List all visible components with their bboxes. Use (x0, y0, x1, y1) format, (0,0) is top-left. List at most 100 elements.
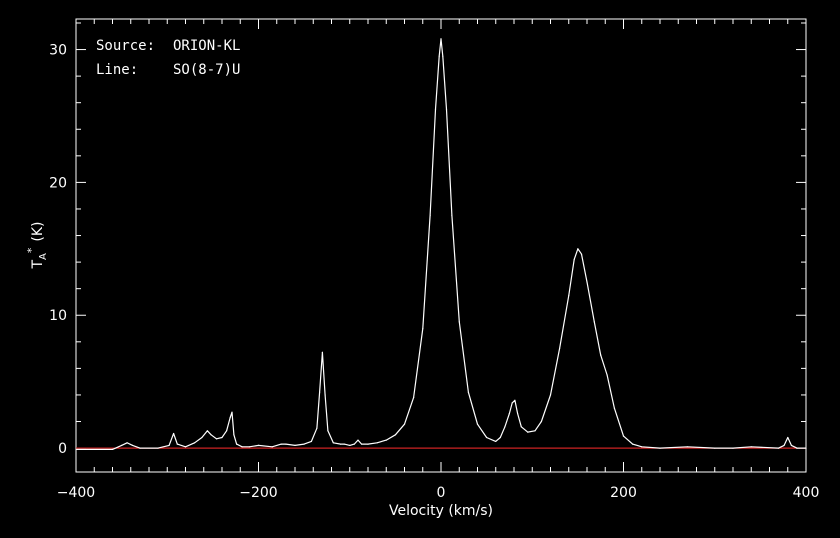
spectrum-point (559, 347, 561, 350)
spectrum-point (580, 253, 583, 255)
spectrum-point (327, 430, 329, 432)
spectrum-point (349, 444, 351, 446)
spectrum-point (376, 442, 378, 444)
spectrum-point (593, 321, 595, 323)
source-value: ORION-KL (173, 38, 240, 54)
spectrum-point (750, 446, 752, 448)
y-tick-label: 0 (58, 441, 67, 457)
spectrum-point (511, 402, 513, 404)
spectrum-point (805, 447, 807, 449)
spectrum-point (659, 447, 661, 449)
spectrum-point (732, 447, 734, 449)
spectrum-point (361, 443, 363, 445)
spectrum-point (606, 374, 608, 376)
spectrum-point (121, 444, 123, 446)
spectrum-point (540, 420, 543, 423)
spectrum-point (210, 434, 212, 436)
spectrum-point (486, 436, 488, 439)
spectrum-point (632, 443, 634, 445)
spectrum-point (504, 426, 506, 428)
spectrum-point (271, 446, 273, 448)
spectrum-point (451, 215, 453, 217)
spectrum-point (434, 108, 437, 110)
spectrum-point (394, 434, 396, 436)
spectrum-point (241, 446, 243, 448)
y-axis-label-sup: * (25, 247, 38, 253)
x-tick-label: −200 (239, 485, 277, 501)
spectrum-point (438, 55, 440, 57)
tick-marks (75, 19, 807, 472)
spectrum-point (367, 443, 369, 445)
x-axis-label: Velocity (km/s) (389, 503, 493, 519)
y-tick-label: 20 (49, 175, 67, 191)
spectrum-point (577, 248, 579, 250)
spectrum-point (534, 430, 536, 432)
spectrum-point (622, 435, 625, 437)
spectrum-point (467, 391, 469, 393)
spectrum-point (111, 448, 114, 450)
x-tick-label: 0 (437, 485, 446, 501)
spectrum-point (332, 442, 334, 444)
spectrum-point (787, 436, 789, 439)
spectrum-point (303, 443, 305, 445)
spectrum-point (403, 423, 406, 425)
spectrum-point (520, 426, 522, 428)
spectrum-point (568, 294, 570, 296)
spectrum-point (294, 444, 296, 446)
spectrum-point (316, 427, 318, 429)
plot-frame (75, 18, 807, 473)
spectrum-point (168, 444, 170, 446)
spectrum-point (445, 108, 448, 110)
spectrum-point (184, 446, 187, 448)
spectrum-points (75, 38, 807, 450)
spectrum-point (514, 399, 516, 401)
spectrum-point (157, 447, 159, 449)
spectrum-point (714, 447, 716, 449)
spectrum-point (413, 397, 415, 399)
spectrum-point (126, 442, 128, 444)
line-label: Line: (96, 62, 138, 78)
spectrum-point (686, 446, 689, 448)
spectrum-point (173, 432, 175, 435)
spectrum-point (319, 391, 321, 393)
spectrum-point (231, 411, 233, 413)
spectrum-point (357, 439, 359, 441)
spectrum-point (215, 438, 218, 440)
x-tick-label: 400 (793, 485, 820, 501)
x-tick-label: −400 (57, 485, 95, 501)
x-tick-label: 200 (610, 485, 637, 501)
spectrum-point (476, 423, 479, 425)
spectrum-point (517, 412, 519, 415)
spectrum-point (600, 354, 602, 356)
spectrum-point (549, 394, 552, 396)
spectrum-point (641, 446, 643, 448)
spectrum-line (76, 38, 806, 450)
spectrum-point (226, 430, 228, 432)
svg-text:TA*(K): TA* (K) (25, 221, 49, 269)
spectrum-point (778, 447, 780, 449)
source-label: Source: (96, 38, 155, 54)
spectrum-point (310, 440, 312, 442)
spectrum-point (340, 443, 342, 445)
x-tick-labels: −400 −200 0 200 400 (57, 485, 820, 501)
spectrum-point (132, 444, 134, 446)
spectrum-point (495, 440, 497, 442)
spectrum-point (508, 412, 510, 415)
spectrum-point (257, 444, 260, 446)
y-tick-label: 30 (49, 43, 67, 59)
spectrum-point (586, 281, 588, 283)
spectrum-point (201, 436, 203, 439)
spectrum-point (796, 447, 798, 449)
spectrum-point (573, 258, 575, 260)
spectrum-point (229, 416, 231, 419)
spectrum-point (194, 442, 196, 444)
y-tick-labels: 0 10 20 30 (49, 43, 67, 458)
spectrum-point (527, 431, 529, 433)
spectrum-point (790, 444, 793, 446)
spectrum-point (783, 444, 785, 446)
spectrum-point (440, 38, 442, 40)
spectrum-point (429, 215, 431, 217)
spectrum-point (353, 443, 355, 445)
spectrum-point (248, 446, 250, 448)
